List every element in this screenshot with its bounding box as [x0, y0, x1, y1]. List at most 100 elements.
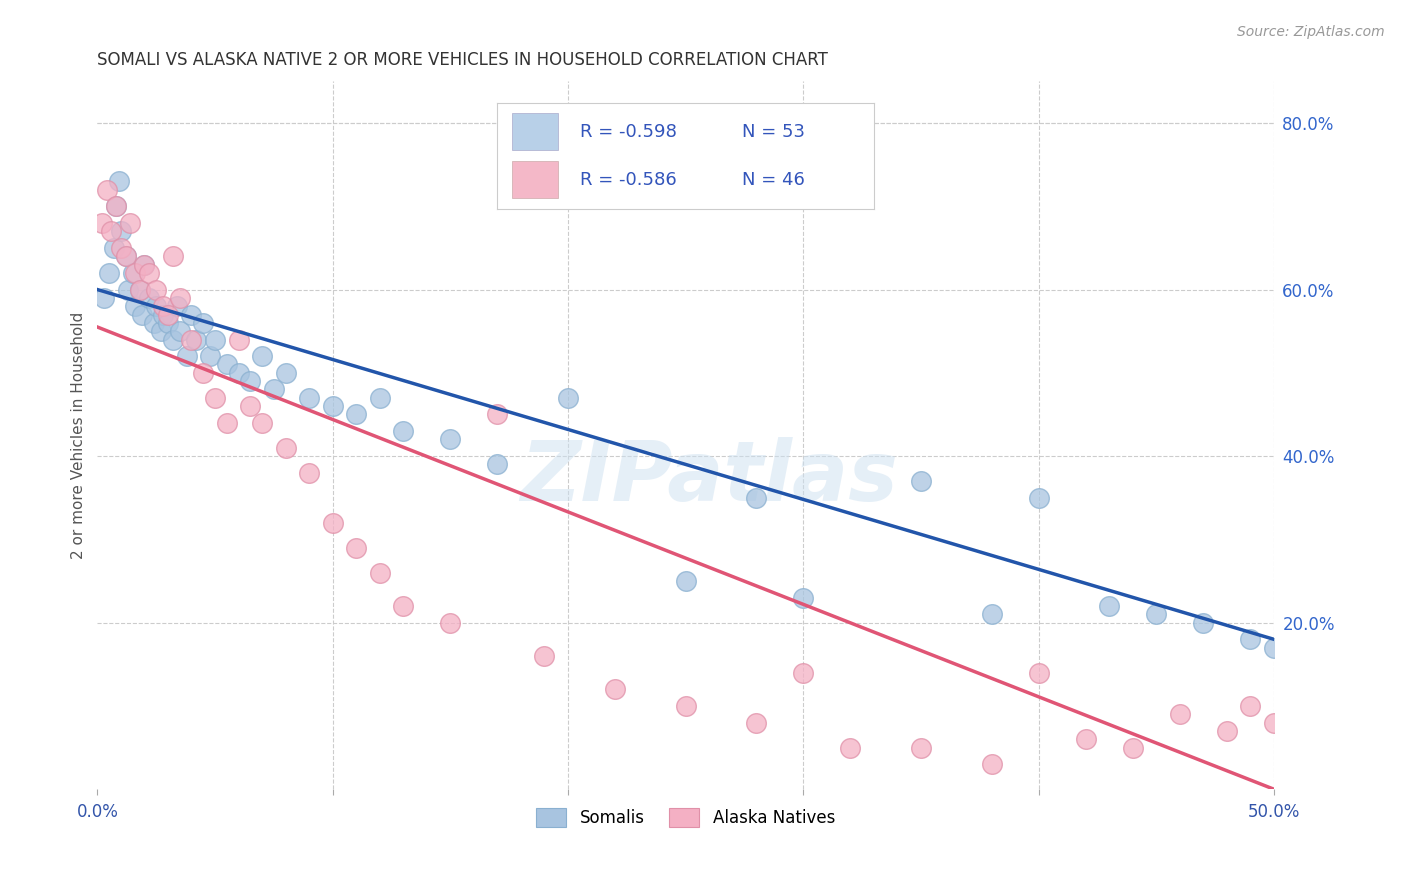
Point: [239, 399, 262, 413]
Point: [204, 391, 226, 405]
Point: [124, 299, 146, 313]
Point: [121, 266, 143, 280]
Point: [103, 241, 125, 255]
Point: [344, 541, 367, 555]
Point: [533, 648, 555, 663]
Point: [149, 324, 172, 338]
Point: [980, 607, 1002, 622]
Point: [1239, 698, 1261, 713]
Point: [134, 258, 156, 272]
Point: [193, 366, 215, 380]
Point: [124, 266, 146, 280]
Point: [263, 383, 285, 397]
Point: [792, 591, 814, 605]
Point: [110, 241, 132, 255]
Point: [169, 291, 191, 305]
Point: [193, 316, 215, 330]
Point: [368, 566, 391, 580]
Point: [180, 308, 202, 322]
Point: [368, 391, 391, 405]
Point: [1028, 491, 1050, 505]
Point: [98, 266, 121, 280]
Point: [114, 249, 136, 263]
Point: [298, 466, 321, 480]
Point: [322, 399, 344, 413]
Point: [138, 266, 160, 280]
Text: Source: ZipAtlas.com: Source: ZipAtlas.com: [1237, 25, 1385, 39]
Point: [557, 391, 579, 405]
Point: [105, 199, 128, 213]
Point: [156, 316, 179, 330]
Point: [1216, 723, 1239, 738]
Point: [105, 199, 128, 213]
Point: [145, 283, 167, 297]
Point: [204, 333, 226, 347]
Point: [745, 491, 768, 505]
Point: [1122, 740, 1144, 755]
Point: [1168, 707, 1191, 722]
Legend: Somalis, Alaska Natives: Somalis, Alaska Natives: [530, 801, 842, 834]
Point: [162, 249, 184, 263]
Point: [1263, 640, 1285, 655]
Point: [128, 283, 150, 297]
Text: SOMALI VS ALASKA NATIVE 2 OR MORE VEHICLES IN HOUSEHOLD CORRELATION CHART: SOMALI VS ALASKA NATIVE 2 OR MORE VEHICL…: [97, 51, 828, 69]
Point: [156, 308, 179, 322]
Point: [274, 441, 297, 455]
Point: [215, 416, 238, 430]
Text: ZIPatlas: ZIPatlas: [520, 437, 898, 518]
Point: [839, 740, 862, 755]
Point: [910, 474, 932, 488]
Point: [228, 366, 250, 380]
Point: [1028, 665, 1050, 680]
Point: [128, 283, 150, 297]
Point: [131, 308, 153, 322]
Point: [117, 283, 139, 297]
Point: [162, 333, 184, 347]
Point: [1192, 615, 1215, 630]
Point: [486, 458, 509, 472]
Point: [980, 757, 1002, 772]
Point: [180, 333, 202, 347]
Point: [239, 374, 262, 388]
Point: [152, 308, 174, 322]
Point: [138, 291, 160, 305]
Point: [96, 183, 118, 197]
Point: [134, 258, 156, 272]
Point: [603, 682, 626, 697]
Point: [186, 333, 208, 347]
Point: [176, 349, 198, 363]
Point: [1144, 607, 1167, 622]
Point: [200, 349, 222, 363]
Point: [228, 333, 250, 347]
Point: [322, 516, 344, 530]
Point: [392, 599, 415, 613]
Point: [439, 615, 461, 630]
Point: [91, 216, 114, 230]
Point: [100, 224, 122, 238]
Point: [114, 249, 136, 263]
Point: [486, 408, 509, 422]
Point: [1098, 599, 1121, 613]
Point: [120, 216, 142, 230]
Point: [142, 316, 165, 330]
Point: [166, 299, 188, 313]
Point: [745, 715, 768, 730]
Point: [792, 665, 814, 680]
Point: [344, 408, 367, 422]
Point: [110, 224, 132, 238]
Point: [675, 574, 697, 588]
Point: [298, 391, 321, 405]
Point: [93, 291, 115, 305]
Point: [152, 299, 174, 313]
Point: [250, 416, 273, 430]
Point: [1239, 632, 1261, 647]
Point: [392, 424, 415, 438]
Point: [274, 366, 297, 380]
Point: [675, 698, 697, 713]
Y-axis label: 2 or more Vehicles in Household: 2 or more Vehicles in Household: [72, 311, 86, 559]
Point: [169, 324, 191, 338]
Point: [250, 349, 273, 363]
Point: [910, 740, 932, 755]
Point: [1074, 732, 1097, 747]
Point: [215, 358, 238, 372]
